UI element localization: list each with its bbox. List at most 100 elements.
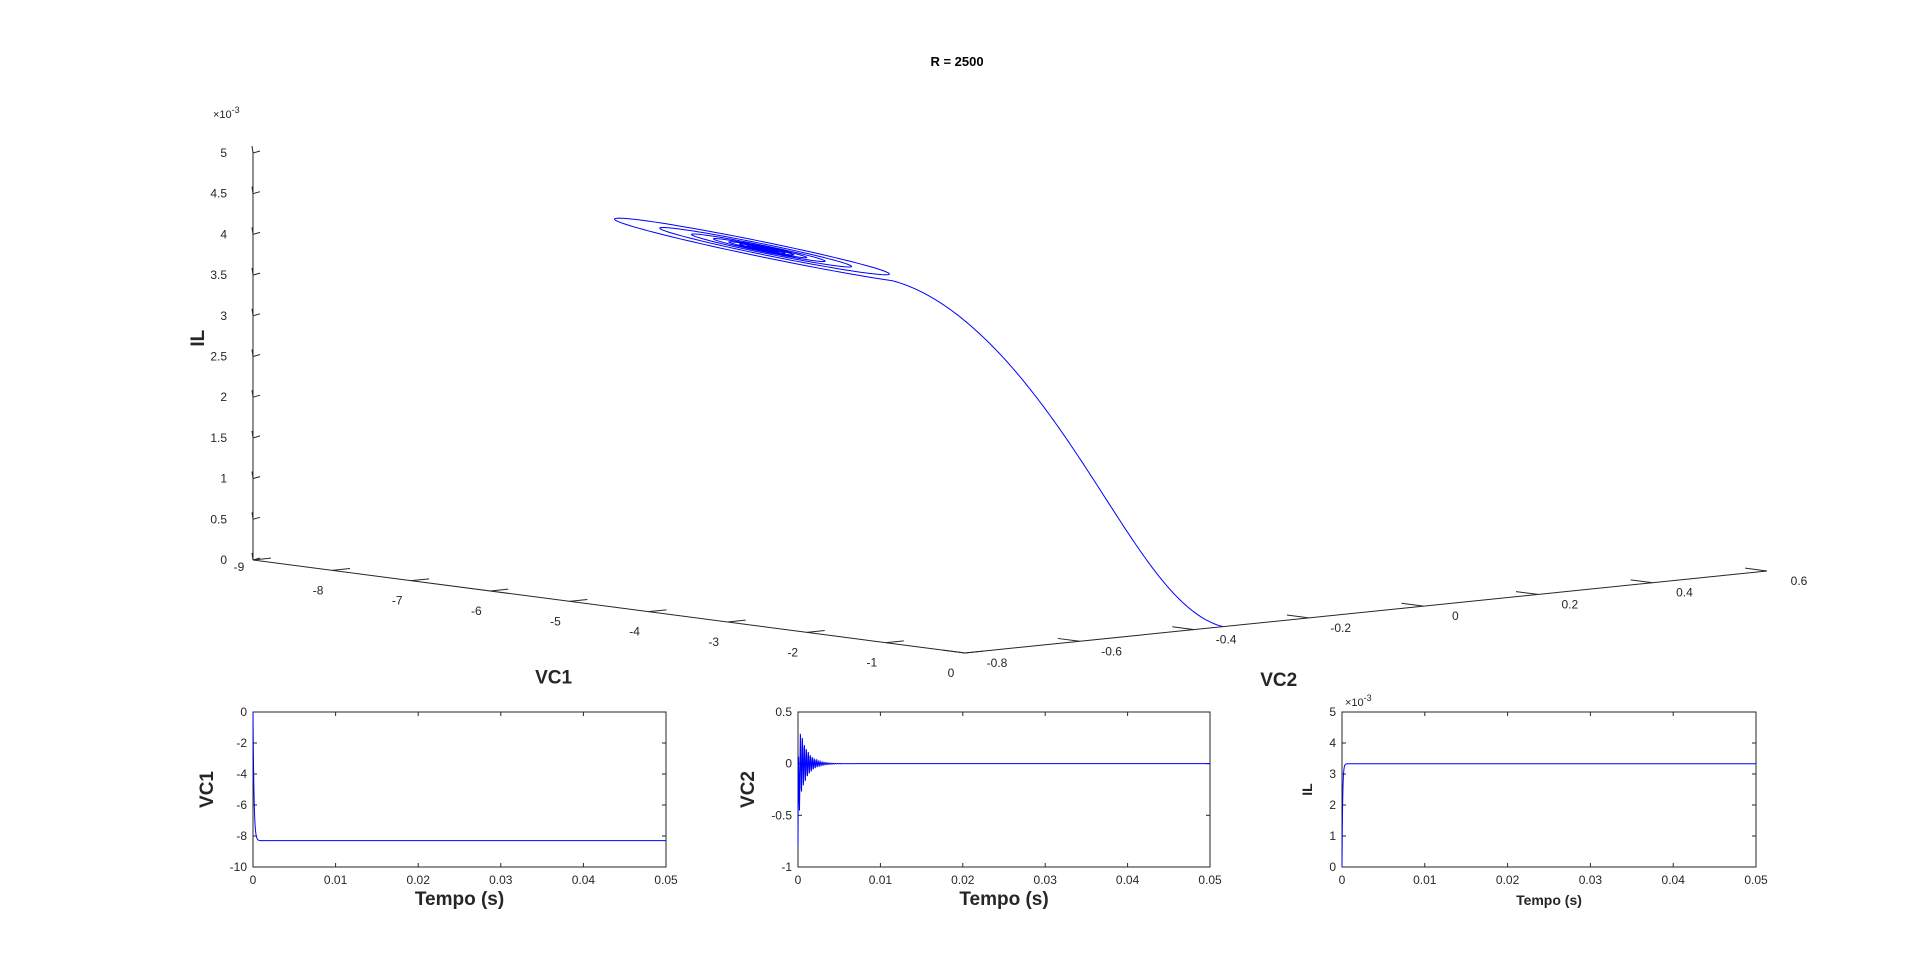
il-tick-label: 4.5 [210,187,227,201]
x-tick-label: 0.03 [1579,873,1603,887]
il-tick-label: 3 [220,309,227,323]
il-tick-label: 5 [220,146,227,160]
il-tick-mark [252,191,261,195]
il-tick-mark [252,231,261,235]
subplot-vc1: 0 0.01 0.02 0.03 0.04 0.05 -10 -8 -6 -4 -2 0 Tempo (… [197,705,678,910]
vc2-tick-label: 0.6 [1791,574,1808,588]
vc2-tick [943,649,966,654]
y-axis-label: VC2 [738,771,759,808]
y-tick-label: 0 [240,705,247,719]
il-tick-label: 2 [220,390,227,404]
il-tick [251,145,254,154]
trajectory-3d-line [614,217,1223,628]
x-axis-label: Tempo (s) [1516,892,1582,908]
il-tick-mark [252,150,261,154]
vc1-tick-label: -3 [708,635,719,649]
subplot-vc2: 0 0.01 0.02 0.03 0.04 0.05 -1 -0.5 0 0.5 Tempo (s)… [738,705,1222,910]
y-tick-label: 4 [1329,736,1336,750]
vc1-tick [490,588,509,592]
x-tick-label: 0 [1339,873,1346,887]
x-tick-label: 0.03 [489,873,513,887]
il-tick-label: 0 [220,553,227,567]
subplot-il: 0 0.01 0.02 0.03 0.04 0.05 0 1 2 3 4 5 Tempo (s) IL ×1… [1299,693,1768,908]
vc2-tick-label: -0.6 [1101,644,1122,658]
il-tick [251,186,254,194]
x-tick-label: 0.01 [869,873,893,887]
il-axis-label: IL [188,329,209,346]
y-tick-label: 0.5 [775,705,792,719]
x-axis-label: Tempo (s) [415,889,504,910]
vc2-tick-label: 0.2 [1562,597,1579,611]
vc2-tick [1286,614,1309,619]
il-tick-mark [252,557,261,561]
x-tick-label: 0.03 [1034,873,1058,887]
y-tick-label: -6 [236,798,247,812]
y-tick-label: 3 [1329,767,1336,781]
vc1-tick [806,630,825,633]
vc1-tick [252,557,271,561]
figure-title: R = 2500 [930,54,983,69]
y-tick-label: 5 [1329,705,1336,719]
x-tick-label: 0.01 [1413,873,1437,887]
y-tick-label: 0 [1329,860,1336,874]
y-tick-label: -0.5 [771,808,792,822]
y-tick-label: 0 [785,757,792,771]
x-tick-label: 0.04 [1662,873,1686,887]
vc2-axis-label: VC2 [1260,670,1297,691]
vc1-tick-label: -1 [867,656,878,670]
x-tick-label: 0.04 [572,873,596,887]
il-tick-label: 1 [220,472,227,486]
il-tick [251,471,254,479]
il-tick [251,512,254,520]
il-tick [251,308,254,316]
x-tick-label: 0.01 [324,873,348,887]
x-tick-label: 0.02 [951,873,975,887]
y-tick-label: -1 [781,860,792,874]
il-tick-label: 3.5 [210,268,227,282]
il-tick [251,227,254,235]
vc1-tick [727,619,746,623]
y-tick-label: -4 [236,767,247,781]
vc2-tick [1745,567,1768,572]
subplot-frame [252,711,667,868]
il-exponent-label: ×10-3 [213,105,240,121]
vc2-tick [1401,602,1424,607]
vc1-tick-label: -6 [471,604,482,618]
il-tick [251,268,254,276]
il-tick-label: 2.5 [210,350,227,364]
x-tick-label: 0 [250,873,257,887]
plot3d-axes: -9 -8 -7 -6 -5 -4 -3 -2 -1 0 -0.8 -0.6 -0.4 -0.2 0 0.2 0… [188,105,1808,691]
vc2-tick-label: -0.2 [1330,621,1351,635]
il-tick-mark [252,435,261,439]
vc2-tick [1630,579,1653,584]
subplot-frame [1341,711,1757,868]
vc1-tick [569,599,588,602]
il-tick [251,552,254,561]
signal-line [252,711,666,842]
vc1-tick-label: 0 [948,666,955,680]
vc2-tick [1172,626,1195,631]
signal-line [797,733,1210,847]
il-tick-mark [252,354,261,357]
x-axis-label: Tempo (s) [959,889,1048,910]
vc1-tick [648,609,667,613]
il-tick-label: 1.5 [210,431,227,445]
il-tick-mark [252,394,261,398]
vc2-tick-label: -0.8 [987,656,1008,670]
il-tick [251,390,254,398]
vc1-tick-label: -2 [787,645,798,659]
vc1-tick-label: -4 [629,625,640,639]
x-tick-label: 0.05 [654,873,678,887]
x-tick-label: 0.05 [1198,873,1222,887]
vc1-tick-label: -7 [392,594,403,608]
il-tick-label: 4 [220,227,227,241]
subplot-frame [797,711,1211,868]
il-tick-label: 0.5 [210,512,227,526]
vc2-tick-label: -0.4 [1216,633,1237,647]
il-tick [251,430,254,438]
x-tick-label: 0 [795,873,802,887]
y-tick-label: 1 [1329,829,1336,843]
il-tick-mark [252,516,261,520]
y-axis-label: VC1 [197,771,218,808]
